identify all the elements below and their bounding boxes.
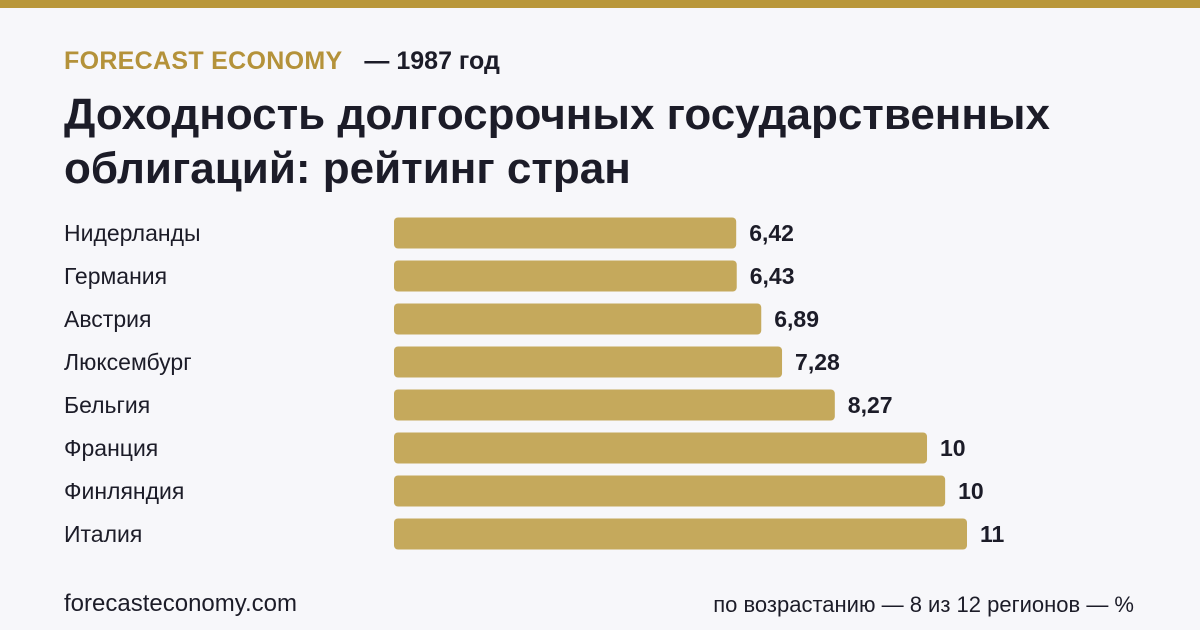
footer-site: forecasteconomy.com [64,590,297,617]
value-label: 10 [958,478,984,504]
bar [394,518,967,550]
value-label: 6,89 [774,306,819,332]
value-label: 10 [940,435,966,461]
brand-name: FORECAST ECONOMY [64,46,343,75]
bar [394,217,737,249]
footer-note: по возрастанию — 8 из 12 регионов — % [713,592,1134,617]
category-label: Люксембург [64,349,192,375]
bar-chart: Нидерланды 6,42 Германия 6,43 Австрия 6,89 Люк… [64,217,1005,550]
kicker: FORECAST ECONOMY — 1987 год [64,45,500,77]
value-label: 6,43 [750,263,795,289]
page-title: Доходность долгосрочных государственных … [64,90,1050,193]
category-label: Франция [64,435,158,461]
value-label: 11 [980,521,1005,547]
category-label: Бельгия [64,392,150,418]
category-label: Италия [64,521,142,547]
value-label: 6,42 [749,220,794,246]
bar [394,260,737,292]
top-accent-rule [0,0,1200,8]
bar [394,432,928,464]
bar [394,346,783,378]
category-label: Германия [64,263,167,289]
category-label: Нидерланды [64,220,201,246]
bar [394,303,762,335]
category-label: Финляндия [64,478,184,504]
category-label: Австрия [64,306,151,332]
value-label: 8,27 [848,392,893,418]
value-label: 7,28 [795,349,840,375]
bar [394,475,946,507]
year-label: — 1987 год [364,46,500,75]
bar [394,389,835,421]
